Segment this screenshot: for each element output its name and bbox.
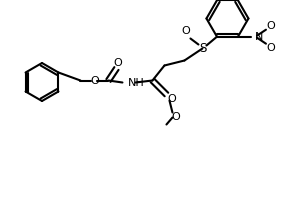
Text: S: S [199,42,206,55]
Text: O: O [267,21,275,31]
Text: O: O [267,43,275,53]
Text: O: O [171,112,180,122]
Text: O: O [167,95,176,104]
Text: O: O [90,75,99,86]
Text: N: N [255,32,263,42]
Text: NH: NH [127,77,144,88]
Text: O: O [181,26,190,36]
Text: O: O [113,58,122,68]
